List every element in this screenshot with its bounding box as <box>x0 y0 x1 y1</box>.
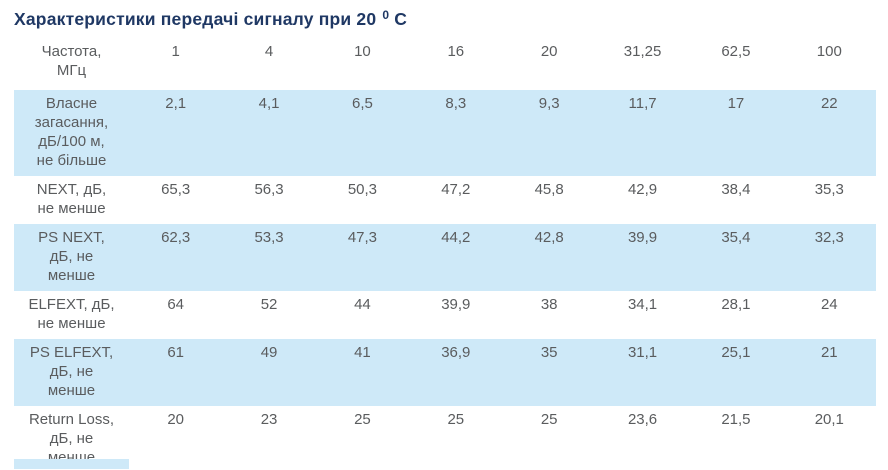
page-title-text: Характеристики передачі сигналу при 20 <box>14 9 377 29</box>
value-cell: 38 <box>540 296 558 313</box>
value-cell: 20 <box>167 411 185 428</box>
value-cell: 28,1 <box>721 296 751 313</box>
value-cell: 23 <box>260 411 278 428</box>
value-cell: 44,2 <box>409 224 503 291</box>
table-row: NEXT, дБ, не менше 65,3 56,3 50,3 47,2 4… <box>14 176 876 224</box>
value-cell: 38,4 <box>721 181 751 198</box>
frequency-value: 100 <box>816 43 842 60</box>
value-cell: 8,3 <box>409 90 503 176</box>
value-cell: 49 <box>222 339 316 406</box>
value-cell: 56,3 <box>254 181 284 198</box>
frequency-value: 16 <box>447 43 465 60</box>
row-label-cell: NEXT, дБ, не менше <box>36 181 107 217</box>
frequency-value: 10 <box>354 43 371 60</box>
row-label-cell: ELFEXT, дБ, не менше <box>28 296 115 332</box>
value-cell: 53,3 <box>222 224 316 291</box>
value-cell: 34,1 <box>627 296 658 313</box>
value-cell: 61 <box>129 339 223 406</box>
value-cell: 42,8 <box>502 224 596 291</box>
page-title-unit: С <box>394 9 408 29</box>
value-cell: 20,1 <box>814 411 844 428</box>
value-cell: 25,1 <box>689 339 783 406</box>
value-cell: 31,1 <box>595 339 690 406</box>
value-cell: 35,3 <box>814 181 844 198</box>
frequency-header-cell: Частота, МГц <box>41 43 102 79</box>
frequency-value: 62,5 <box>721 43 751 60</box>
value-cell: 17 <box>689 90 783 176</box>
value-cell: 25 <box>354 411 371 428</box>
value-cell: 42,9 <box>627 181 658 198</box>
value-cell: 64 <box>167 296 185 313</box>
partial-next-row-strip <box>14 459 129 469</box>
value-cell: 24 <box>820 296 838 313</box>
value-cell: 2,1 <box>129 90 223 176</box>
page-title-superscript: 0 <box>382 8 390 22</box>
value-cell: 4,1 <box>222 90 316 176</box>
value-cell: 32,3 <box>782 224 876 291</box>
value-cell: 45,8 <box>534 181 564 198</box>
value-cell: 41 <box>315 339 410 406</box>
value-cell: 25 <box>540 411 558 428</box>
value-cell: 50,3 <box>347 181 378 198</box>
value-cell: 22 <box>782 90 876 176</box>
row-label-cell: PS NEXT, дБ, не менше <box>14 224 129 291</box>
row-label-cell: Return Loss, дБ, не менше <box>28 411 115 466</box>
value-cell: 35 <box>502 339 596 406</box>
value-cell: 44 <box>354 296 371 313</box>
frequency-value: 31,25 <box>623 43 662 60</box>
value-cell: 6,5 <box>315 90 410 176</box>
value-cell: 36,9 <box>409 339 503 406</box>
table-row: PS NEXT, дБ, не менше 62,3 53,3 47,3 44,… <box>14 224 876 291</box>
frequency-value: 20 <box>540 43 558 60</box>
value-cell: 39,9 <box>595 224 690 291</box>
value-cell: 65,3 <box>161 181 191 198</box>
value-cell: 62,3 <box>129 224 223 291</box>
value-cell: 47,3 <box>315 224 410 291</box>
page-title: Характеристики передачі сигналу при 20 0 С <box>0 0 888 30</box>
value-cell: 52 <box>260 296 278 313</box>
frequency-value: 4 <box>264 43 274 60</box>
value-cell: 47,2 <box>441 181 471 198</box>
value-cell: 21,5 <box>721 411 751 428</box>
value-cell: 21 <box>782 339 876 406</box>
value-cell: 11,7 <box>595 90 690 176</box>
row-label-cell: PS ELFEXT, дБ, не менше <box>14 339 129 406</box>
table-row: Власне загасання, дБ/100 м, не більше 2,… <box>14 90 876 176</box>
frequency-value: 1 <box>171 43 180 60</box>
value-cell: 35,4 <box>689 224 783 291</box>
value-cell: 39,9 <box>441 296 471 313</box>
row-label-cell: Власне загасання, дБ/100 м, не більше <box>14 90 129 176</box>
table-row: PS ELFEXT, дБ, не менше 61 49 41 36,9 35… <box>14 339 876 406</box>
table-header-row: Частота, МГц 1 4 10 16 20 31,25 62,5 100 <box>14 37 876 90</box>
value-cell: 9,3 <box>502 90 596 176</box>
spec-table: Частота, МГц 1 4 10 16 20 31,25 62,5 100… <box>14 37 876 470</box>
table-row: ELFEXT, дБ, не менше 64 52 44 39,9 38 34… <box>14 291 876 339</box>
value-cell: 23,6 <box>627 411 658 428</box>
table-row: Return Loss, дБ, не менше 20 23 25 25 25… <box>14 406 876 470</box>
value-cell: 25 <box>447 411 465 428</box>
